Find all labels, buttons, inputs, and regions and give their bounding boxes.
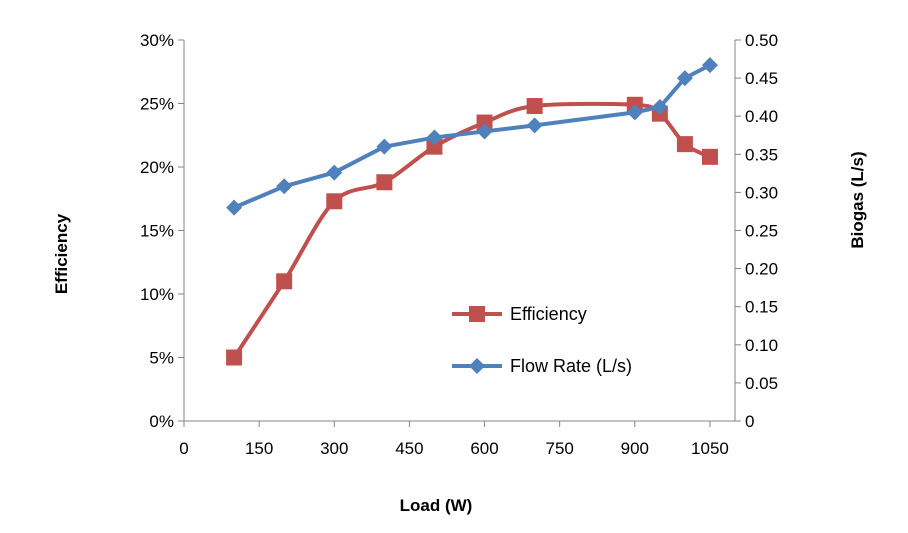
- y-axis-title: Efficiency: [52, 213, 71, 294]
- flow-rate-l-s-data-point: [276, 178, 293, 195]
- legend-efficiency-marker: [469, 306, 485, 322]
- y2-tick-label: 0.40: [745, 107, 778, 126]
- y2-tick-label: 0.35: [745, 145, 778, 164]
- y-tick-label: 10%: [140, 285, 174, 304]
- efficiency-data-point: [476, 114, 493, 131]
- y2-tick-label: 0.20: [745, 260, 778, 279]
- y2-tick-label: 0.25: [745, 222, 778, 241]
- efficiency-data-point: [376, 174, 393, 191]
- y2-tick-label: 0: [745, 412, 754, 431]
- efficiency-data-point: [701, 148, 718, 165]
- flow-rate-l-s-data-point: [326, 164, 343, 181]
- efficiency-data-point: [426, 138, 443, 155]
- x-tick-label: 300: [320, 439, 348, 458]
- y2-tick-label: 0.10: [745, 336, 778, 355]
- flow-rate-l-s-data-point: [426, 129, 443, 146]
- y2-tick-label: 0.15: [745, 298, 778, 317]
- series-layer: [226, 57, 718, 366]
- efficiency-data-point: [526, 98, 543, 115]
- x-tick-label: 600: [470, 439, 498, 458]
- y2-tick-label: 0.30: [745, 183, 778, 202]
- flow-rate-l-s-series-line: [232, 63, 712, 210]
- flow-rate-l-s-data-point: [376, 138, 393, 155]
- y2-tick-label: 0.05: [745, 374, 778, 393]
- y2-axis-title: Biogas (L/s): [848, 151, 867, 248]
- legend-flow-rate-l-s-label: Flow Rate (L/s): [510, 356, 632, 376]
- y-tick-label: 5%: [149, 349, 174, 368]
- flow-rate-l-s-data-point: [626, 104, 643, 121]
- y2-tick-label: 0.45: [745, 69, 778, 88]
- efficiency-data-point: [676, 136, 693, 153]
- y-tick-label: 20%: [140, 158, 174, 177]
- flow-rate-l-s-data-point: [226, 199, 243, 216]
- y-tick-label: 15%: [140, 222, 174, 241]
- x-axis-title: Load (W): [400, 496, 473, 515]
- y-tick-label: 30%: [140, 31, 174, 50]
- efficiency-data-point: [276, 273, 293, 290]
- flow-rate-l-s-data-point: [651, 99, 668, 116]
- legend: Efficiency Flow Rate (L/s): [452, 304, 632, 376]
- x-tick-label: 750: [545, 439, 573, 458]
- efficiency-data-point: [326, 193, 343, 210]
- x-tick-label: 150: [245, 439, 273, 458]
- x-tick-label: 450: [395, 439, 423, 458]
- x-tick-label: 0: [179, 439, 188, 458]
- legend-flow-rate-l-s-marker: [469, 358, 485, 374]
- flow-rate-l-s-data-point: [676, 70, 693, 87]
- tick-labels: 0% 5% 10% 15% 20% 25% 30% 0 0.05 0.10 0.15 0.20 0.25…: [140, 31, 778, 458]
- legend-efficiency-label: Efficiency: [510, 304, 587, 324]
- flow-rate-l-s-data-point: [476, 123, 493, 140]
- x-tick-label: 1050: [691, 439, 729, 458]
- flow-rate-l-s-data-point: [701, 57, 718, 74]
- y-tick-label: 25%: [140, 95, 174, 114]
- x-tick-label: 900: [621, 439, 649, 458]
- y-tick-label: 0%: [149, 412, 174, 431]
- efficiency-data-point: [226, 349, 243, 366]
- flow-rate-l-s-data-point: [526, 117, 543, 134]
- axes: [178, 39, 741, 427]
- y2-tick-label: 0.50: [745, 31, 778, 50]
